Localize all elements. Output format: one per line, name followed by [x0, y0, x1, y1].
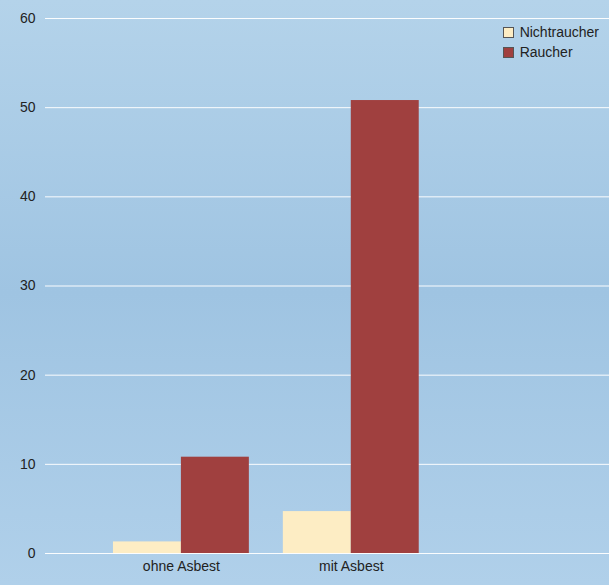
html-text:Nichtraucher: Nichtraucher: [519, 24, 599, 40]
svg-text:10: 10: [20, 456, 36, 472]
html-text:Raucher: Raucher: [519, 44, 573, 60]
svg-text:40: 40: [20, 188, 36, 204]
svg-text:30: 30: [20, 277, 36, 293]
svg-text:20: 20: [20, 367, 36, 383]
svg-text:60: 60: [20, 10, 36, 26]
svg-text:50: 50: [20, 99, 36, 115]
svg-text:ohne Asbest: ohne Asbest: [143, 558, 220, 574]
svg-text:mit Asbest: mit Asbest: [319, 558, 384, 574]
svg-text:0: 0: [28, 545, 36, 561]
